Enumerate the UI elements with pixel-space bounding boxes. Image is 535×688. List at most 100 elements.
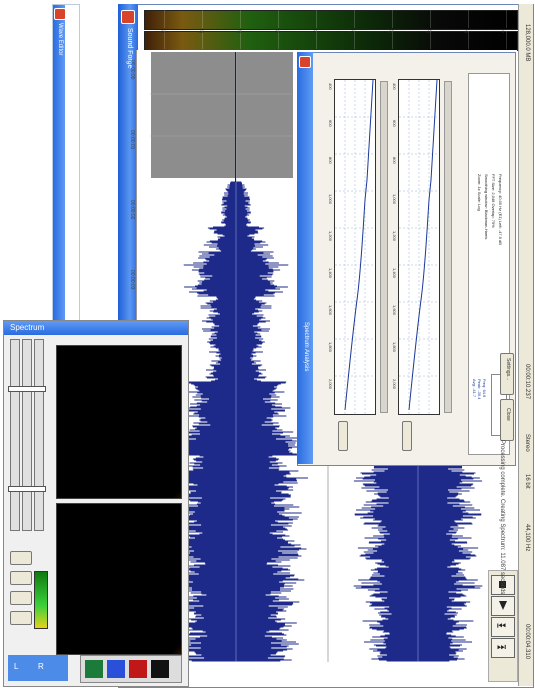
waveform-selection[interactable] (151, 52, 293, 178)
meter-label: -6 (464, 29, 468, 34)
analyzer-title: Spectrum (10, 323, 45, 332)
left-window-title: Wave Editor (57, 23, 63, 56)
meter-tick (392, 10, 393, 28)
meter-tick (202, 10, 203, 28)
meter-tick (354, 10, 355, 28)
play-button[interactable] (491, 596, 515, 616)
spectrum-dialog-title: Spectrum Analysis (303, 322, 309, 372)
close-icon[interactable] (54, 8, 66, 20)
meter-tick (164, 31, 165, 49)
tab-left[interactable]: L (14, 662, 19, 671)
meter-label: -42 (236, 29, 242, 34)
meter-label: -18 (388, 29, 394, 34)
meter-tick (240, 31, 241, 49)
settings-button[interactable]: Settings... (500, 353, 514, 395)
status-format: 44,100 Hz (524, 524, 530, 552)
channel-color-swatch[interactable] (151, 660, 169, 678)
ruler-label: 00:00:03 (129, 270, 135, 290)
meter-tick (430, 31, 431, 49)
analyzer-window: Spectrum L R (3, 320, 189, 687)
spectrum-axis-label: 600 (328, 120, 333, 127)
meter-tick (278, 31, 279, 49)
meter-scale: -54 -48 -42 -36 -30 -24 -18 -12 -6 0 (144, 10, 516, 50)
spectrum-axis-label: 1,800 (328, 342, 333, 353)
spectrum-axis-label: 1,000 (392, 194, 397, 205)
status-depth: 16 bit (524, 474, 530, 489)
tab-right[interactable]: R (38, 662, 44, 671)
meter-label: -48 (198, 29, 204, 34)
spectrum-axis-label: 1,200 (328, 231, 333, 242)
analyzer-fader[interactable] (10, 339, 20, 531)
fader-knob[interactable] (8, 386, 46, 392)
analyzer-titlebar[interactable]: Spectrum (4, 321, 188, 335)
spectrum-axis-label: 1,600 (328, 305, 333, 316)
ruler-label: 00:00:01 (129, 130, 135, 150)
close-icon[interactable] (299, 56, 311, 68)
left-editor-window: Wave Editor (52, 4, 80, 351)
analyzer-fader[interactable] (22, 339, 32, 531)
meter-tick (240, 10, 241, 28)
analyzer-option-button[interactable] (10, 551, 32, 565)
analyzer-option-button[interactable] (10, 611, 32, 625)
left-window-titlebar[interactable]: Wave Editor (53, 5, 66, 350)
spectrum-slider-left[interactable] (380, 81, 388, 413)
spectrum-plot-right[interactable] (398, 79, 440, 415)
level-meter-left (144, 10, 518, 30)
ruler-label: 00:00:00 (129, 60, 135, 80)
close-icon[interactable] (121, 10, 135, 24)
scroll-button[interactable] (338, 421, 348, 451)
meter-label: -24 (350, 29, 356, 34)
spectrum-slider-right[interactable] (444, 81, 452, 413)
analyzer-plot-top[interactable] (56, 345, 182, 499)
analyzer-fader[interactable] (34, 339, 44, 531)
playback-cursor[interactable] (235, 52, 236, 182)
spectrum-axis-label: 1,000 (328, 194, 333, 205)
spectrum-plot-right-svg (399, 79, 439, 414)
meter-tick (164, 10, 165, 28)
rewind-button[interactable]: ⏮ (491, 617, 515, 637)
meter-tick (316, 31, 317, 49)
status-channels: Stereo (524, 434, 530, 452)
forward-button[interactable]: ⏭ (491, 638, 515, 658)
spectrum-left-curve (344, 79, 374, 411)
spectrum-info-line: Zoom: 1x Scale: Log (477, 174, 482, 211)
ruler-label: 00:00:02 (129, 200, 135, 220)
analyzer-level-meter (34, 571, 48, 629)
analyzer-option-button[interactable] (10, 591, 32, 605)
spectrum-axis-label: 2,000 (392, 379, 397, 390)
spectrum-info-line: Frequency: 40.00 Hz (E1) Left: -47.9 dB (498, 174, 503, 245)
status-length: 00:00:10.237 (524, 364, 530, 400)
channel-color-swatch[interactable] (129, 660, 147, 678)
fader-knob[interactable] (8, 486, 46, 492)
spectrum-axis-label: 1,800 (392, 342, 397, 353)
spectrum-axis-label: 1,200 (392, 231, 397, 242)
analyzer-channel-strip (80, 655, 182, 683)
spectrum-axis-label: 800 (392, 157, 397, 164)
spectrum-dialog: 400 600 800 1,000 1,200 1,400 1,600 1,800 2,000 … (297, 52, 516, 466)
meter-label: -54 (160, 29, 166, 34)
meter-tick (468, 10, 469, 28)
spectrum-axis-label: 2,000 (328, 379, 333, 390)
spectrum-plot-left[interactable] (334, 79, 376, 415)
channel-color-swatch[interactable] (107, 660, 125, 678)
meter-tick (506, 31, 507, 49)
spectrum-info-line: FFT Size: 2,048 Overlap: 75% (491, 174, 496, 228)
spectrum-readout: Freq: 64.6 (482, 379, 487, 398)
spectrum-axis-right: 400 600 800 1,000 1,200 1,400 1,600 1,800 2,000 (388, 79, 398, 413)
meter-label: 0 (502, 29, 505, 34)
close-button[interactable]: Close (500, 399, 514, 441)
spectrum-axis-label: 400 (328, 83, 333, 90)
status-free-space: 128,000.0 MB (524, 24, 530, 62)
channel-color-swatch[interactable] (85, 660, 103, 678)
spectrum-dialog-titlebar[interactable]: Spectrum Analysis (297, 52, 313, 464)
analyzer-plot-bottom[interactable] (56, 503, 182, 655)
stop-button[interactable] (491, 575, 515, 595)
scroll-button[interactable] (402, 421, 412, 451)
meter-tick (202, 31, 203, 49)
status-bar: 00:00:04.310 44,100 Hz 16 bit Stereo 00:… (518, 4, 533, 686)
meter-tick (354, 31, 355, 49)
meter-tick (468, 31, 469, 49)
analyzer-option-button[interactable] (10, 571, 32, 585)
spectrum-right-curve (408, 79, 438, 411)
spectrum-info-panel: Frequency: 40.00 Hz (E1) Left: -47.9 dB F… (468, 73, 510, 455)
